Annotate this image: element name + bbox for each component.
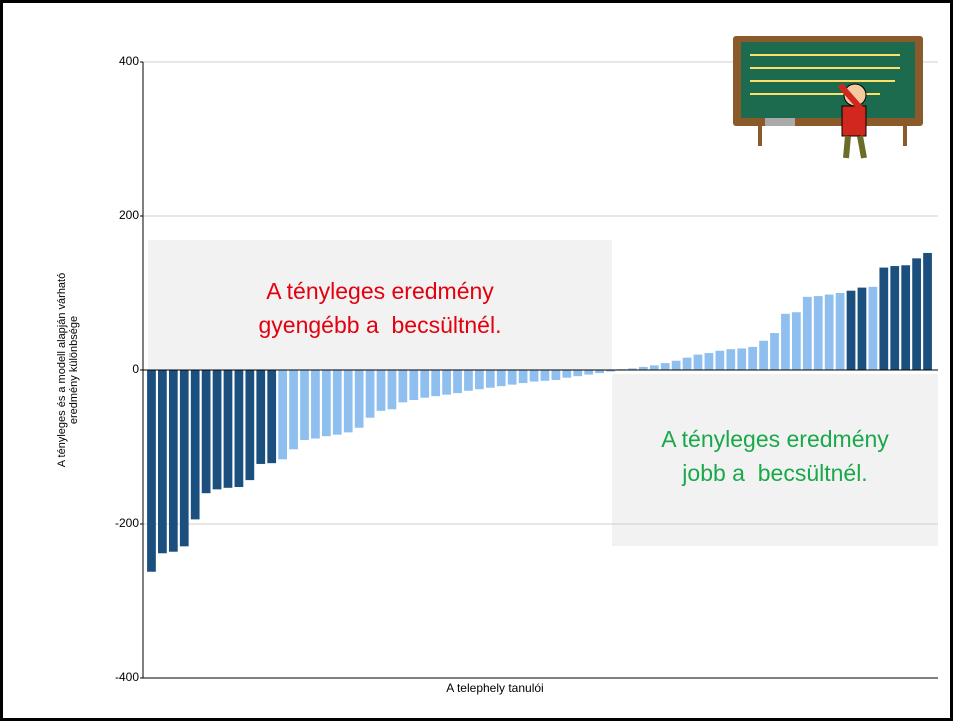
- y-tick-label: -400: [115, 670, 139, 684]
- bar: [638, 366, 648, 370]
- bar: [201, 370, 211, 494]
- bar: [420, 370, 430, 398]
- note-box: [148, 240, 612, 370]
- bar: [628, 368, 637, 370]
- bar: [158, 370, 167, 554]
- annotation: gyengébb a becsültnél.: [259, 312, 502, 338]
- bar: [540, 370, 550, 381]
- annotation: A tényleges eredmény: [661, 426, 889, 452]
- bar: [791, 312, 801, 370]
- bar: [868, 286, 878, 370]
- bar: [890, 266, 900, 370]
- y-axis-label: A tényleges és a modell alapján várható: [56, 273, 68, 467]
- y-tick-label: 200: [119, 208, 139, 222]
- bar: [168, 370, 178, 552]
- bar: [737, 348, 747, 370]
- bar: [485, 370, 495, 388]
- bar: [431, 370, 441, 397]
- bar: [475, 370, 484, 390]
- bar: [409, 370, 419, 401]
- bar: [343, 370, 353, 433]
- bar: [256, 370, 266, 464]
- clipart: [733, 36, 923, 159]
- bar: [365, 370, 375, 418]
- bar: [278, 370, 288, 460]
- bar: [354, 370, 364, 428]
- bar: [311, 370, 320, 439]
- bar: [726, 349, 736, 370]
- bar: [529, 370, 539, 382]
- bar: [300, 370, 309, 441]
- y-tick-label: 400: [119, 54, 139, 68]
- bar: [212, 370, 222, 490]
- bar: [912, 258, 921, 370]
- bar: [584, 370, 594, 375]
- bar: [551, 370, 561, 381]
- bar: [606, 370, 615, 372]
- bar: [901, 265, 911, 370]
- annotation: jobb a becsültnél.: [681, 460, 867, 486]
- bar: [464, 370, 473, 391]
- bar: [759, 340, 768, 370]
- bar: [704, 353, 714, 370]
- bar: [179, 370, 189, 547]
- bar: [649, 365, 659, 370]
- y-axis-label: eredmény különbsége: [68, 316, 80, 424]
- bar: [682, 357, 692, 370]
- bar: [496, 370, 506, 387]
- bar: [321, 370, 331, 437]
- bar: [660, 363, 670, 370]
- note-box: [612, 374, 938, 546]
- annotation: A tényleges eredmény: [266, 278, 494, 304]
- bar: [289, 370, 298, 450]
- bar: [802, 296, 812, 370]
- bar: [453, 370, 462, 394]
- bar: [781, 313, 790, 370]
- plot: -400 -200 0 200 400: [115, 54, 938, 684]
- bar: [267, 370, 277, 464]
- bar: [387, 370, 397, 410]
- bar: [857, 287, 867, 370]
- bar: [693, 354, 703, 370]
- bar: [573, 370, 583, 377]
- bar: [671, 360, 681, 370]
- bar: [923, 252, 932, 370]
- y-tick-label: 0: [132, 362, 139, 376]
- bar: [562, 370, 572, 378]
- x-axis-label: A telephely tanulói: [446, 681, 543, 695]
- bar: [518, 370, 528, 384]
- bar: [507, 370, 517, 385]
- bar: [245, 370, 255, 481]
- bar: [223, 370, 233, 488]
- bar: [190, 370, 200, 520]
- bar: [234, 370, 244, 488]
- bar: [147, 370, 156, 572]
- bar: [846, 290, 856, 370]
- bar: [770, 333, 779, 370]
- y-tick-label: -200: [115, 516, 139, 530]
- bar: [398, 370, 408, 403]
- bar: [442, 370, 451, 395]
- bar: [824, 294, 834, 370]
- bar: [835, 293, 845, 370]
- bar: [813, 296, 823, 370]
- bar: [332, 370, 342, 435]
- bar: [715, 350, 725, 370]
- bar: [595, 370, 604, 374]
- bar: [376, 370, 386, 411]
- bar: [879, 267, 889, 370]
- bar: [748, 346, 758, 370]
